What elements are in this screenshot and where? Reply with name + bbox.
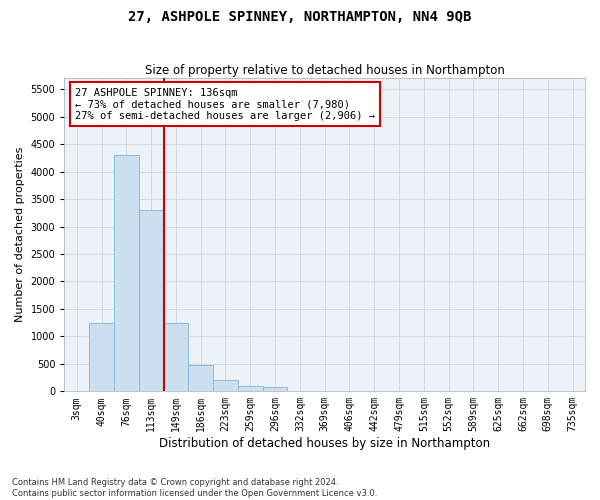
Title: Size of property relative to detached houses in Northampton: Size of property relative to detached ho… — [145, 64, 505, 77]
Bar — [238, 386, 263, 392]
Text: 27 ASHPOLE SPINNEY: 136sqm
← 73% of detached houses are smaller (7,980)
27% of s: 27 ASHPOLE SPINNEY: 136sqm ← 73% of deta… — [75, 88, 375, 121]
Bar — [139, 210, 164, 392]
Y-axis label: Number of detached properties: Number of detached properties — [15, 147, 25, 322]
Bar — [188, 365, 213, 392]
Bar — [213, 380, 238, 392]
Text: 27, ASHPOLE SPINNEY, NORTHAMPTON, NN4 9QB: 27, ASHPOLE SPINNEY, NORTHAMPTON, NN4 9Q… — [128, 10, 472, 24]
Bar — [263, 388, 287, 392]
X-axis label: Distribution of detached houses by size in Northampton: Distribution of detached houses by size … — [159, 437, 490, 450]
Bar — [114, 155, 139, 392]
Bar — [164, 322, 188, 392]
Text: Contains HM Land Registry data © Crown copyright and database right 2024.
Contai: Contains HM Land Registry data © Crown c… — [12, 478, 377, 498]
Bar — [89, 322, 114, 392]
